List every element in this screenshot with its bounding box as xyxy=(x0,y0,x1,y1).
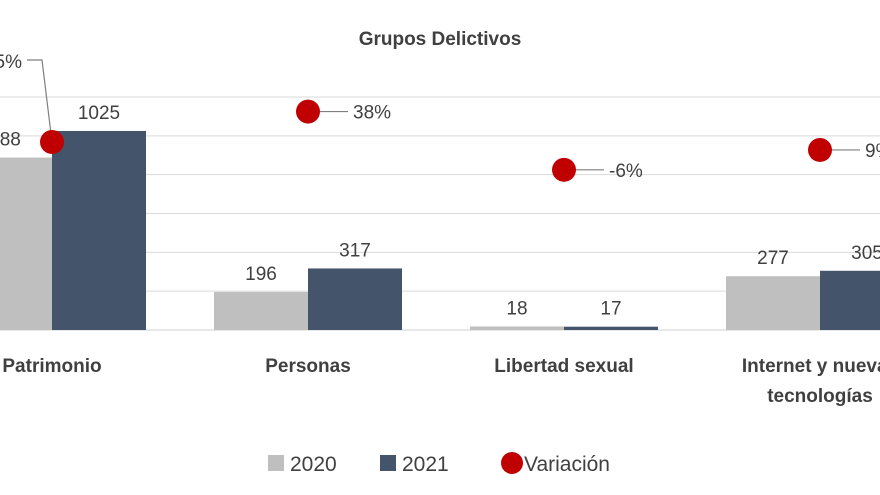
bar-2021 xyxy=(564,326,658,330)
variation-marker xyxy=(808,137,832,162)
legend-swatch-2021 xyxy=(380,455,396,471)
data-label-2021: 317 xyxy=(339,240,371,261)
data-label-2021: 305 xyxy=(851,243,880,264)
bar-2020 xyxy=(726,276,820,330)
bar-2021 xyxy=(308,268,402,330)
data-label-2020: 888 xyxy=(0,130,21,151)
data-label-2020: 18 xyxy=(506,299,527,320)
bar-2020 xyxy=(470,326,564,330)
variation-label: 15% xyxy=(0,52,22,73)
legend-swatch-2020 xyxy=(268,455,284,471)
data-label-2021: 1025 xyxy=(78,103,120,124)
category-label: Libertad sexual xyxy=(494,356,633,377)
chart-title: Grupos Delictivos xyxy=(359,29,522,50)
data-label-2020: 196 xyxy=(245,264,277,285)
legend-label: Variación xyxy=(524,453,610,476)
bar-2020 xyxy=(214,291,308,330)
data-label-2020: 277 xyxy=(757,248,789,269)
variation-marker xyxy=(296,99,320,124)
variation-marker xyxy=(40,130,64,155)
category-label: tecnologías xyxy=(767,386,873,407)
bar-2021 xyxy=(52,130,146,330)
variation-leader-line xyxy=(27,59,53,143)
bar-2021 xyxy=(820,270,880,330)
variation-label: 38% xyxy=(353,103,391,124)
legend-label: 2021 xyxy=(402,453,449,476)
variation-label: -6% xyxy=(609,161,643,182)
bar-2020 xyxy=(0,157,52,330)
category-label: Internet y nuevas xyxy=(742,356,880,377)
category-label: Personas xyxy=(265,356,351,377)
category-label: Patrimonio xyxy=(2,356,101,377)
variation-label: 9% xyxy=(865,141,880,162)
data-label-2021: 17 xyxy=(600,299,621,320)
legend-marker-variation xyxy=(501,452,523,474)
legend-label: 2020 xyxy=(290,453,337,476)
variation-marker xyxy=(552,157,576,182)
